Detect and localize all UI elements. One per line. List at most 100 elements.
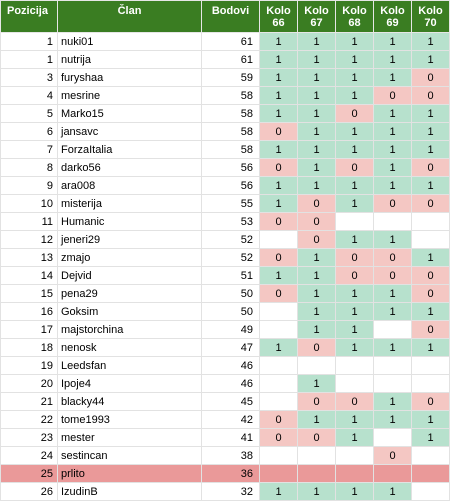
position-cell[interactable]: 18 xyxy=(0,338,58,357)
round-result-cell[interactable]: 1 xyxy=(411,428,450,447)
round-result-cell[interactable] xyxy=(297,446,336,465)
position-cell[interactable]: 19 xyxy=(0,356,58,375)
round-result-cell[interactable] xyxy=(335,212,374,231)
position-cell[interactable]: 15 xyxy=(0,284,58,303)
position-cell[interactable]: 1 xyxy=(0,50,58,69)
member-name-cell[interactable]: furyshaa xyxy=(57,68,202,87)
round-result-cell[interactable]: 0 xyxy=(297,194,336,213)
round-result-cell[interactable]: 0 xyxy=(411,68,450,87)
round-result-cell[interactable] xyxy=(411,212,450,231)
points-cell[interactable]: 61 xyxy=(201,50,260,69)
round-result-cell[interactable]: 1 xyxy=(373,158,412,177)
round-result-cell[interactable]: 1 xyxy=(259,140,298,159)
round-result-cell[interactable]: 0 xyxy=(335,104,374,123)
points-cell[interactable]: 51 xyxy=(201,266,260,285)
member-name-cell[interactable]: ara008 xyxy=(57,176,202,195)
round-result-cell[interactable]: 1 xyxy=(259,50,298,69)
round-result-cell[interactable] xyxy=(373,320,412,339)
round-result-cell[interactable]: 1 xyxy=(373,392,412,411)
round-result-cell[interactable]: 1 xyxy=(373,482,412,501)
round-result-cell[interactable]: 0 xyxy=(259,158,298,177)
round-result-cell[interactable]: 1 xyxy=(411,122,450,141)
round-result-cell[interactable]: 0 xyxy=(259,122,298,141)
round-result-cell[interactable]: 1 xyxy=(335,176,374,195)
position-cell[interactable]: 9 xyxy=(0,176,58,195)
round-result-cell[interactable]: 1 xyxy=(297,50,336,69)
round-result-cell[interactable] xyxy=(259,302,298,321)
round-result-cell[interactable]: 1 xyxy=(335,320,374,339)
member-name-cell[interactable]: sestincan xyxy=(57,446,202,465)
round-result-cell[interactable]: 0 xyxy=(259,248,298,267)
round-result-cell[interactable]: 1 xyxy=(411,176,450,195)
round-result-cell[interactable]: 1 xyxy=(297,104,336,123)
member-name-cell[interactable]: mester xyxy=(57,428,202,447)
points-cell[interactable]: 38 xyxy=(201,446,260,465)
position-cell[interactable]: 17 xyxy=(0,320,58,339)
round-result-cell[interactable]: 1 xyxy=(335,410,374,429)
round-result-cell[interactable]: 0 xyxy=(411,158,450,177)
member-name-cell[interactable]: mesrine xyxy=(57,86,202,105)
round-result-cell[interactable]: 0 xyxy=(411,86,450,105)
member-name-cell[interactable]: jansavc xyxy=(57,122,202,141)
round-result-cell[interactable] xyxy=(411,464,450,483)
points-cell[interactable]: 46 xyxy=(201,356,260,375)
round-result-cell[interactable]: 0 xyxy=(335,248,374,267)
round-result-cell[interactable]: 1 xyxy=(411,410,450,429)
points-cell[interactable]: 45 xyxy=(201,392,260,411)
round-result-cell[interactable]: 0 xyxy=(297,392,336,411)
round-result-cell[interactable]: 1 xyxy=(297,32,336,51)
round-result-cell[interactable] xyxy=(259,374,298,393)
member-name-cell[interactable]: ForzaItalia xyxy=(57,140,202,159)
points-cell[interactable]: 46 xyxy=(201,374,260,393)
round-result-cell[interactable]: 1 xyxy=(411,32,450,51)
position-cell[interactable]: 22 xyxy=(0,410,58,429)
round-result-cell[interactable]: 0 xyxy=(373,248,412,267)
position-cell[interactable]: 21 xyxy=(0,392,58,411)
round-result-cell[interactable] xyxy=(335,464,374,483)
round-result-cell[interactable]: 1 xyxy=(335,482,374,501)
round-result-cell[interactable]: 0 xyxy=(335,266,374,285)
round-result-cell[interactable]: 0 xyxy=(411,320,450,339)
round-result-cell[interactable]: 1 xyxy=(335,230,374,249)
round-result-cell[interactable]: 1 xyxy=(297,86,336,105)
points-cell[interactable]: 58 xyxy=(201,86,260,105)
round-result-cell[interactable]: 0 xyxy=(297,338,336,357)
member-name-cell[interactable]: misterija xyxy=(57,194,202,213)
round-result-cell[interactable]: 1 xyxy=(373,122,412,141)
round-result-cell[interactable]: 0 xyxy=(373,86,412,105)
round-result-cell[interactable]: 1 xyxy=(297,410,336,429)
round-result-cell[interactable]: 1 xyxy=(297,482,336,501)
round-result-cell[interactable]: 1 xyxy=(297,248,336,267)
round-result-cell[interactable] xyxy=(411,446,450,465)
round-result-cell[interactable]: 1 xyxy=(297,122,336,141)
round-result-cell[interactable]: 0 xyxy=(335,158,374,177)
position-cell[interactable]: 7 xyxy=(0,140,58,159)
points-cell[interactable]: 58 xyxy=(201,104,260,123)
points-cell[interactable]: 58 xyxy=(201,140,260,159)
position-cell[interactable]: 20 xyxy=(0,374,58,393)
round-result-cell[interactable] xyxy=(335,446,374,465)
member-name-cell[interactable]: Dejvid xyxy=(57,266,202,285)
round-result-cell[interactable]: 1 xyxy=(373,68,412,87)
round-result-cell[interactable] xyxy=(411,374,450,393)
position-cell[interactable]: 8 xyxy=(0,158,58,177)
points-cell[interactable]: 59 xyxy=(201,68,260,87)
member-name-cell[interactable]: prlito xyxy=(57,464,202,483)
round-result-cell[interactable]: 1 xyxy=(373,230,412,249)
round-result-cell[interactable] xyxy=(373,374,412,393)
round-result-cell[interactable]: 0 xyxy=(411,284,450,303)
points-cell[interactable]: 55 xyxy=(201,194,260,213)
round-result-cell[interactable] xyxy=(373,212,412,231)
round-result-cell[interactable] xyxy=(335,356,374,375)
member-name-cell[interactable]: nuki01 xyxy=(57,32,202,51)
round-result-cell[interactable]: 0 xyxy=(259,284,298,303)
position-cell[interactable]: 13 xyxy=(0,248,58,267)
position-cell[interactable]: 23 xyxy=(0,428,58,447)
points-cell[interactable]: 52 xyxy=(201,230,260,249)
round-result-cell[interactable]: 1 xyxy=(335,50,374,69)
round-result-cell[interactable]: 0 xyxy=(259,212,298,231)
round-result-cell[interactable]: 1 xyxy=(373,104,412,123)
points-cell[interactable]: 58 xyxy=(201,122,260,141)
round-result-cell[interactable]: 1 xyxy=(411,140,450,159)
round-result-cell[interactable]: 1 xyxy=(411,50,450,69)
